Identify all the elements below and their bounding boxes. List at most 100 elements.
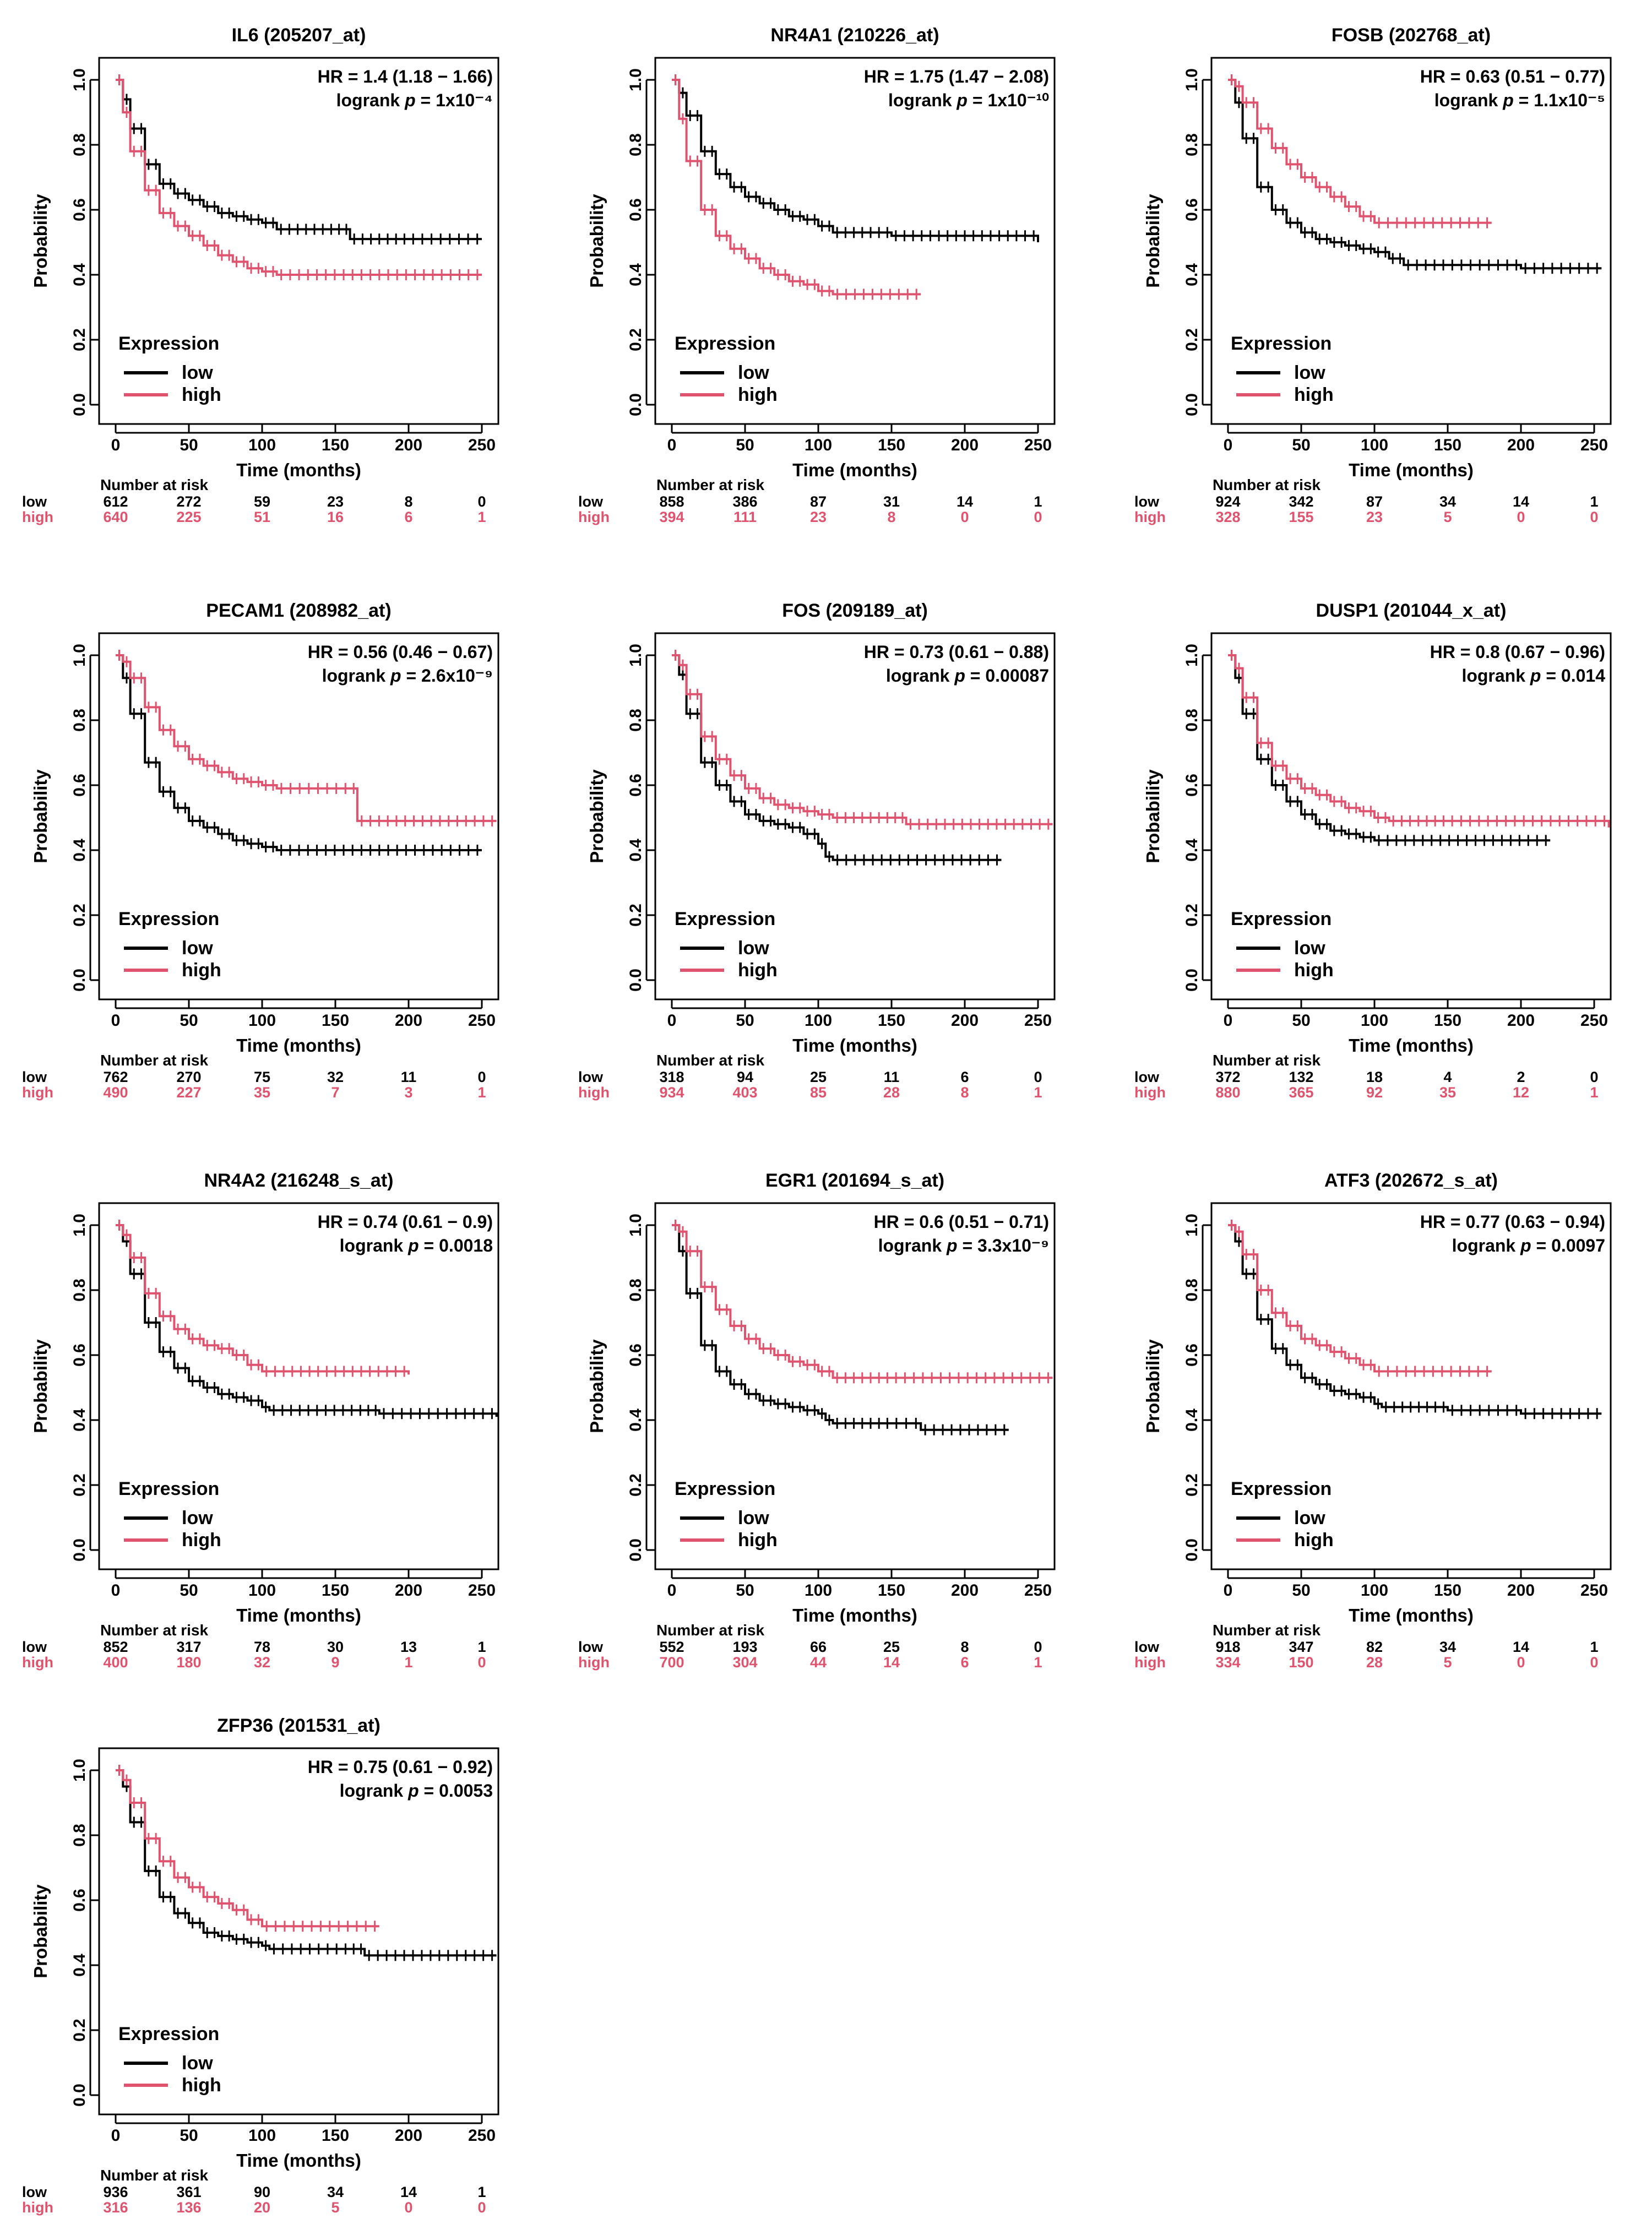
p-value: = 0.00087 [965, 666, 1049, 686]
plot-frame [1210, 632, 1612, 1000]
censor-marks-high [118, 650, 493, 826]
km-curve-low [672, 79, 1039, 242]
risk-low-value: 87 [810, 493, 827, 510]
y-tick-label: 0.6 [1183, 1344, 1201, 1367]
risk-high-value: 334 [1215, 1654, 1240, 1671]
risk-low-value: 34 [327, 2184, 344, 2200]
y-tick-label: 0.6 [1183, 774, 1201, 797]
x-tick-label: 150 [322, 1581, 349, 1600]
hazard-ratio: HR = 0.73 (0.61 − 0.88) [864, 642, 1049, 662]
y-tick-label: 0.2 [627, 904, 645, 927]
y-tick-label: 0.8 [1183, 133, 1201, 156]
y-tick-label: 0.2 [627, 1473, 645, 1497]
y-tick-label: 0.8 [70, 1824, 89, 1847]
risk-low-value: 1 [477, 2184, 486, 2200]
risk-low-value: 18 [1366, 1069, 1383, 1085]
x-axis-label: Time (months) [792, 1605, 917, 1625]
risk-row-label-high: high [578, 1654, 610, 1671]
x-axis-label: Time (months) [1349, 1035, 1474, 1056]
hazard-ratio: HR = 0.74 (0.61 − 0.9) [318, 1212, 493, 1232]
km-panel: ATF3 (202672_s_at) 0.0 0.2 0.4 0.6 0.8 1.0 Prob… [1134, 1170, 1612, 1671]
p-symbol: p [946, 1236, 958, 1255]
km-curve-high [672, 79, 921, 296]
y-axis-label: Probability [1143, 769, 1163, 863]
x-tick-label: 250 [468, 1581, 496, 1600]
panel-title: FOS (209189_at) [782, 600, 928, 621]
risk-low-value: 32 [327, 1069, 344, 1085]
risk-low-value: 2 [1517, 1069, 1525, 1085]
risk-table-header: Number at risk [656, 476, 764, 493]
risk-low-value: 386 [732, 493, 757, 510]
y-tick-label: 1.0 [70, 644, 89, 667]
logrank-pvalue: logrank p = 0.0097 [1452, 1236, 1605, 1255]
x-tick-label: 50 [1292, 436, 1310, 454]
km-curve-high [116, 1769, 379, 1928]
logrank-pvalue: logrank p = 1.1x10⁻⁵ [1434, 90, 1605, 110]
y-tick-label: 0.0 [70, 393, 89, 416]
y-tick-label: 0.0 [70, 1538, 89, 1562]
risk-high-value: 28 [883, 1084, 900, 1101]
risk-table-header: Number at risk [100, 1052, 208, 1069]
panel-title: NR4A2 (216248_s_at) [204, 1170, 394, 1191]
risk-row-label-low: low [22, 2184, 47, 2200]
risk-low-value: 372 [1215, 1069, 1240, 1085]
p-symbol: p [1520, 1236, 1531, 1255]
risk-high-value: 150 [1289, 1654, 1313, 1671]
logrank-prefix: logrank [1452, 1236, 1520, 1255]
censor-marks-high [675, 1220, 1049, 1384]
x-tick-label: 100 [248, 1012, 276, 1030]
risk-table-header: Number at risk [656, 1622, 764, 1639]
km-panel: ZFP36 (201531_at) 0.0 0.2 0.4 0.6 0.8 1.0 Proba… [22, 1715, 499, 2216]
risk-high-value: 1 [477, 509, 486, 525]
x-tick-label: 0 [667, 1581, 677, 1600]
y-tick-label: 0.8 [70, 1279, 89, 1302]
risk-table-header: Number at risk [1213, 476, 1320, 493]
risk-low-value: 0 [1590, 1069, 1598, 1085]
y-tick-label: 0.0 [70, 2084, 89, 2107]
km-panel: IL6 (205207_at) 0.0 0.2 0.4 0.6 0.8 1.0 Probabi… [22, 25, 499, 525]
risk-high-value: 0 [960, 509, 969, 525]
legend-label-low: low [1294, 1508, 1325, 1529]
censor-marks-low [1231, 74, 1598, 274]
panel-title: ATF3 (202672_s_at) [1324, 1170, 1498, 1191]
risk-low-value: 0 [477, 1069, 486, 1085]
y-tick-label: 0.8 [627, 133, 645, 156]
hazard-ratio: HR = 1.75 (1.47 − 2.08) [864, 67, 1049, 86]
risk-low-value: 0 [1034, 1069, 1042, 1085]
y-tick-label: 0.0 [1183, 1538, 1201, 1562]
risk-row-label-high: high [22, 1084, 53, 1101]
p-symbol: p [407, 1236, 419, 1255]
km-panel: NR4A2 (216248_s_at) 0.0 0.2 0.4 0.6 0.8 1.0 Pro… [22, 1170, 499, 1671]
censor-marks-low [1231, 1220, 1598, 1420]
censor-marks-high [675, 74, 917, 300]
x-tick-label: 200 [395, 1012, 422, 1030]
risk-high-value: 0 [477, 1654, 486, 1671]
censor-marks-high [118, 1765, 376, 1932]
km-curve-low [116, 1224, 498, 1417]
legend-label-low: low [182, 938, 213, 959]
risk-low-value: 25 [810, 1069, 827, 1085]
km-panel: FOS (209189_at) 0.0 0.2 0.4 0.6 0.8 1.0 Probabi… [578, 600, 1056, 1101]
risk-high-value: 180 [176, 1654, 201, 1671]
risk-row-label-low: low [578, 493, 604, 510]
y-tick-label: 0.0 [627, 1538, 645, 1562]
legend-label-high: high [1294, 384, 1334, 405]
risk-low-value: 59 [254, 493, 270, 510]
risk-high-value: 1 [1590, 1084, 1598, 1101]
x-tick-label: 0 [111, 1012, 121, 1030]
km-curve-low [116, 1769, 497, 1957]
risk-low-value: 361 [176, 2184, 201, 2200]
panel-title: ZFP36 (201531_at) [217, 1715, 381, 1736]
x-tick-label: 200 [1507, 436, 1535, 454]
risk-high-value: 365 [1289, 1084, 1313, 1101]
km-curve-low [672, 1224, 1009, 1431]
x-tick-label: 50 [180, 436, 198, 454]
y-tick-label: 0.4 [70, 839, 89, 862]
x-tick-label: 250 [1580, 1012, 1608, 1030]
risk-high-value: 7 [331, 1084, 339, 1101]
risk-row-label-low: low [22, 1069, 47, 1085]
km-curve-high [672, 1224, 1053, 1379]
risk-row-label-low: low [1134, 1069, 1160, 1085]
